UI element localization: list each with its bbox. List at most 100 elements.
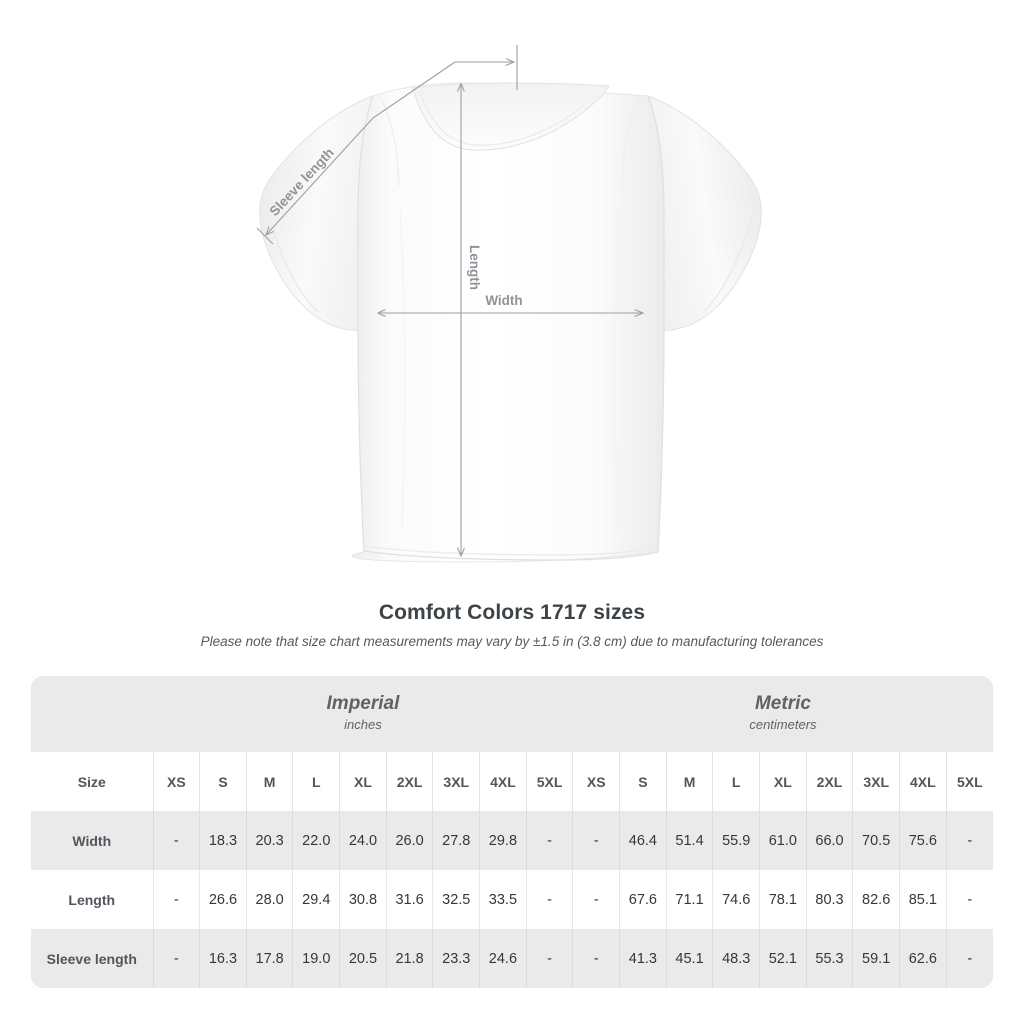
table-row-length: Length - 26.6 28.0 29.4 30.8 31.6 32.5 3… <box>31 870 993 929</box>
sleeve-cm-4xl: 62.6 <box>899 929 947 988</box>
unit-imperial: Imperial inches <box>153 676 573 752</box>
length-cm-3xl: 82.6 <box>852 870 900 929</box>
sleeve-cm-m: 45.1 <box>665 929 713 988</box>
left-sleeve-hem <box>267 213 319 313</box>
unit-metric-sub: centimeters <box>749 717 817 733</box>
table-row-width: Width - 18.3 20.3 22.0 24.0 26.0 27.8 29… <box>31 811 993 870</box>
header-imperial-xl: XL <box>339 752 387 811</box>
header-metric-3xl: 3XL <box>852 752 900 811</box>
width-cm-s: 46.4 <box>619 811 667 870</box>
width-in-3xl: 27.8 <box>432 811 480 870</box>
sleeve-length-leader-d2 <box>266 117 374 235</box>
width-in-5xl: - <box>525 811 573 870</box>
size-chart-table: Imperial inches Metric centimeters Size … <box>31 676 993 988</box>
length-in-2xl: 31.6 <box>385 870 433 929</box>
header-metric-4xl: 4XL <box>899 752 947 811</box>
unit-metric: Metric centimeters <box>572 676 993 752</box>
width-in-2xl: 26.0 <box>385 811 433 870</box>
header-imperial-l: L <box>292 752 340 811</box>
tshirt-illustration: Sleeve length Length Width <box>256 45 762 563</box>
unit-imperial-sub: inches <box>344 717 382 733</box>
length-in-m: 28.0 <box>245 870 293 929</box>
header-metric-xl: XL <box>759 752 807 811</box>
sleeve-in-s: 16.3 <box>199 929 247 988</box>
header-metric-l: L <box>712 752 760 811</box>
width-cm-xs: - <box>572 811 620 870</box>
header-metric-5xl: 5XL <box>945 752 993 811</box>
length-cm-2xl: 80.3 <box>805 870 853 929</box>
length-cm-m: 71.1 <box>665 870 713 929</box>
size-chart-table-container: Imperial inches Metric centimeters Size … <box>31 676 993 988</box>
length-cm-5xl: - <box>945 870 993 929</box>
header-imperial-s: S <box>199 752 247 811</box>
row-label-width: Width <box>31 811 153 870</box>
width-label: Width <box>485 293 522 308</box>
sleeve-length-end-tick <box>256 227 274 245</box>
sleeve-in-3xl: 23.3 <box>432 929 480 988</box>
unit-header-row: Imperial inches Metric centimeters <box>31 676 993 752</box>
sleeve-in-l: 19.0 <box>292 929 340 988</box>
width-cm-5xl: - <box>945 811 993 870</box>
length-in-5xl: - <box>525 870 573 929</box>
header-imperial-xs: XS <box>152 752 200 811</box>
length-in-4xl: 33.5 <box>479 870 527 929</box>
length-in-xs: - <box>152 870 200 929</box>
width-cm-m: 51.4 <box>665 811 713 870</box>
unit-imperial-name: Imperial <box>326 693 400 715</box>
sleeve-cm-3xl: 59.1 <box>852 929 900 988</box>
tolerance-note: Please note that size chart measurements… <box>200 634 824 649</box>
unit-metric-name: Metric <box>754 693 811 715</box>
length-in-xl: 30.8 <box>339 870 387 929</box>
width-cm-2xl: 66.0 <box>805 811 853 870</box>
header-imperial-3xl: 3XL <box>432 752 480 811</box>
sleeve-cm-l: 48.3 <box>712 929 760 988</box>
header-imperial-5xl: 5XL <box>525 752 573 811</box>
sleeve-cm-xs: - <box>572 929 620 988</box>
length-cm-xl: 78.1 <box>759 870 807 929</box>
sleeve-cm-xl: 52.1 <box>759 929 807 988</box>
width-in-4xl: 29.8 <box>479 811 527 870</box>
length-in-l: 29.4 <box>292 870 340 929</box>
fold-left <box>399 209 406 531</box>
sleeve-in-5xl: - <box>525 929 573 988</box>
header-imperial-m: M <box>245 752 293 811</box>
unit-spacer <box>31 676 153 752</box>
length-cm-4xl: 85.1 <box>899 870 947 929</box>
length-in-s: 26.6 <box>199 870 247 929</box>
right-shoulder-seam <box>621 97 641 187</box>
length-label: Length <box>467 245 482 290</box>
length-cm-xs: - <box>572 870 620 929</box>
length-cm-s: 67.6 <box>619 870 667 929</box>
size-header-row: Size XS S M L XL 2XL 3XL 4XL 5XL XS S M … <box>31 752 993 811</box>
page-title: Comfort Colors 1717 sizes <box>378 601 646 624</box>
sleeve-in-m: 17.8 <box>245 929 293 988</box>
header-size-label: Size <box>31 752 153 811</box>
width-in-l: 22.0 <box>292 811 340 870</box>
header-metric-m: M <box>665 752 713 811</box>
right-sleeve-hem <box>702 213 754 313</box>
row-label-length: Length <box>31 870 153 929</box>
length-in-3xl: 32.5 <box>432 870 480 929</box>
width-cm-l: 55.9 <box>712 811 760 870</box>
header-imperial-2xl: 2XL <box>385 752 433 811</box>
row-label-sleeve-length: Sleeve length <box>31 929 153 988</box>
header-metric-s: S <box>619 752 667 811</box>
sleeve-length-leader-d1 <box>372 61 456 119</box>
header-imperial-4xl: 4XL <box>479 752 527 811</box>
header-metric-2xl: 2XL <box>805 752 853 811</box>
hem-band <box>363 545 659 556</box>
left-shoulder-seam <box>380 97 400 187</box>
tshirt-shape <box>259 82 762 563</box>
width-in-m: 20.3 <box>245 811 293 870</box>
sleeve-cm-s: 41.3 <box>619 929 667 988</box>
collar-inner <box>419 91 585 146</box>
sleeve-in-xs: - <box>152 929 200 988</box>
width-in-xs: - <box>152 811 200 870</box>
sleeve-in-4xl: 24.6 <box>479 929 527 988</box>
table-row-sleeve-length: Sleeve length - 16.3 17.8 19.0 20.5 21.8… <box>31 929 993 988</box>
sleeve-cm-2xl: 55.3 <box>805 929 853 988</box>
width-in-xl: 24.0 <box>339 811 387 870</box>
body-outline <box>357 95 665 561</box>
width-cm-xl: 61.0 <box>759 811 807 870</box>
sleeve-cm-5xl: - <box>945 929 993 988</box>
